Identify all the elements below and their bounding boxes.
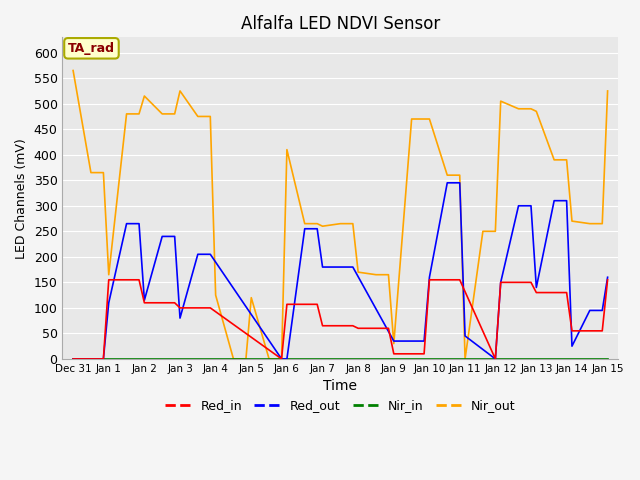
- Title: Alfalfa LED NDVI Sensor: Alfalfa LED NDVI Sensor: [241, 15, 440, 33]
- Y-axis label: LED Channels (mV): LED Channels (mV): [15, 138, 28, 259]
- Text: TA_rad: TA_rad: [68, 42, 115, 55]
- X-axis label: Time: Time: [323, 379, 357, 393]
- Legend: Red_in, Red_out, Nir_in, Nir_out: Red_in, Red_out, Nir_in, Nir_out: [161, 394, 520, 417]
